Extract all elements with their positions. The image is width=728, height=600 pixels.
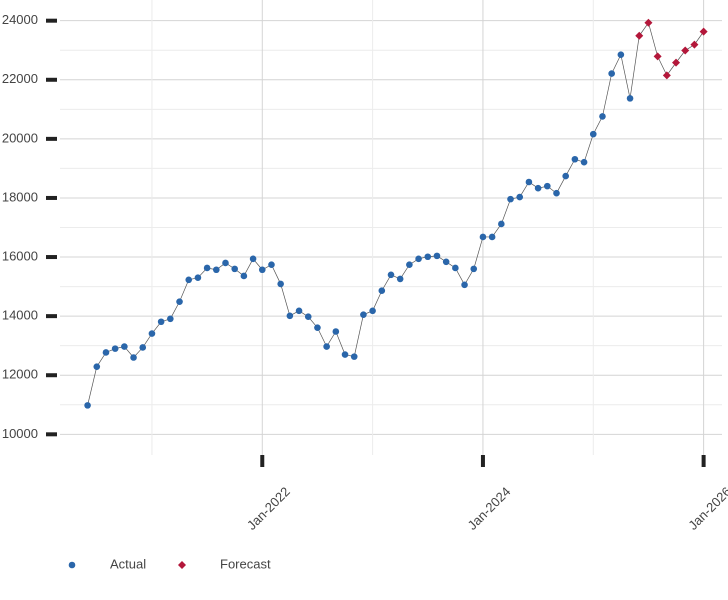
legend-label: Actual — [110, 556, 146, 571]
point — [194, 274, 202, 282]
point — [314, 324, 321, 331]
point — [121, 343, 128, 350]
y-tick-label: 12000 — [2, 367, 38, 382]
y-tick-label: 20000 — [2, 130, 38, 145]
point — [396, 275, 404, 283]
x-tick-label: Jan-2022 — [244, 484, 293, 533]
point — [442, 258, 450, 266]
point — [525, 178, 533, 186]
point — [635, 31, 644, 40]
point — [203, 264, 211, 272]
point — [148, 330, 156, 337]
point — [479, 233, 487, 241]
point — [553, 189, 560, 197]
point — [277, 280, 284, 288]
point — [268, 261, 275, 269]
point — [341, 351, 349, 358]
point — [461, 281, 468, 289]
point — [498, 220, 505, 228]
point — [516, 193, 524, 201]
point — [240, 272, 248, 280]
y-tick-label: 14000 — [2, 308, 38, 323]
point — [662, 71, 671, 80]
point — [488, 233, 496, 241]
point — [286, 312, 294, 320]
y-tick-label: 10000 — [2, 426, 38, 441]
point — [304, 313, 312, 321]
x-tick-label: Jan-2024 — [465, 484, 514, 533]
point — [157, 318, 165, 326]
legend-label: Forecast — [220, 556, 271, 571]
point — [699, 27, 708, 36]
point — [544, 182, 551, 190]
point — [295, 307, 303, 315]
point — [323, 343, 330, 350]
point — [84, 402, 91, 409]
legend-marker — [178, 561, 186, 569]
point — [93, 363, 101, 370]
point — [185, 276, 193, 284]
point — [534, 184, 542, 192]
point — [258, 266, 266, 274]
point — [369, 307, 376, 315]
y-tick-label: 22000 — [2, 71, 38, 86]
point — [580, 158, 588, 166]
point — [507, 195, 514, 203]
point — [249, 255, 257, 263]
point — [672, 58, 681, 67]
point — [433, 252, 441, 260]
point — [102, 349, 110, 356]
point — [360, 311, 367, 318]
point — [571, 155, 579, 163]
point — [332, 328, 340, 335]
point — [213, 266, 220, 274]
point — [167, 315, 174, 323]
point — [681, 46, 690, 55]
y-tick-label: 16000 — [2, 248, 38, 263]
point — [378, 287, 386, 295]
series-line — [638, 21, 704, 77]
x-tick-label: Jan-2026 — [685, 484, 728, 533]
point — [130, 354, 137, 361]
point — [111, 345, 119, 352]
point — [222, 259, 229, 267]
point — [387, 271, 395, 279]
point — [452, 264, 459, 272]
point — [470, 265, 478, 273]
point — [690, 40, 699, 49]
point — [653, 52, 662, 61]
point — [562, 172, 569, 180]
y-tick-label: 18000 — [2, 189, 38, 204]
point — [176, 298, 183, 305]
point — [406, 261, 413, 269]
point — [231, 265, 238, 273]
point — [617, 51, 625, 58]
point — [415, 255, 422, 263]
y-tick-label: 24000 — [2, 12, 38, 27]
point — [424, 253, 432, 261]
legend-marker — [68, 561, 76, 569]
point — [644, 18, 653, 27]
point — [599, 113, 606, 120]
point — [608, 70, 615, 77]
point — [589, 130, 597, 138]
connector-line — [629, 35, 640, 99]
series-line — [87, 53, 631, 406]
point — [626, 95, 634, 102]
point — [139, 344, 147, 351]
point — [350, 353, 358, 360]
